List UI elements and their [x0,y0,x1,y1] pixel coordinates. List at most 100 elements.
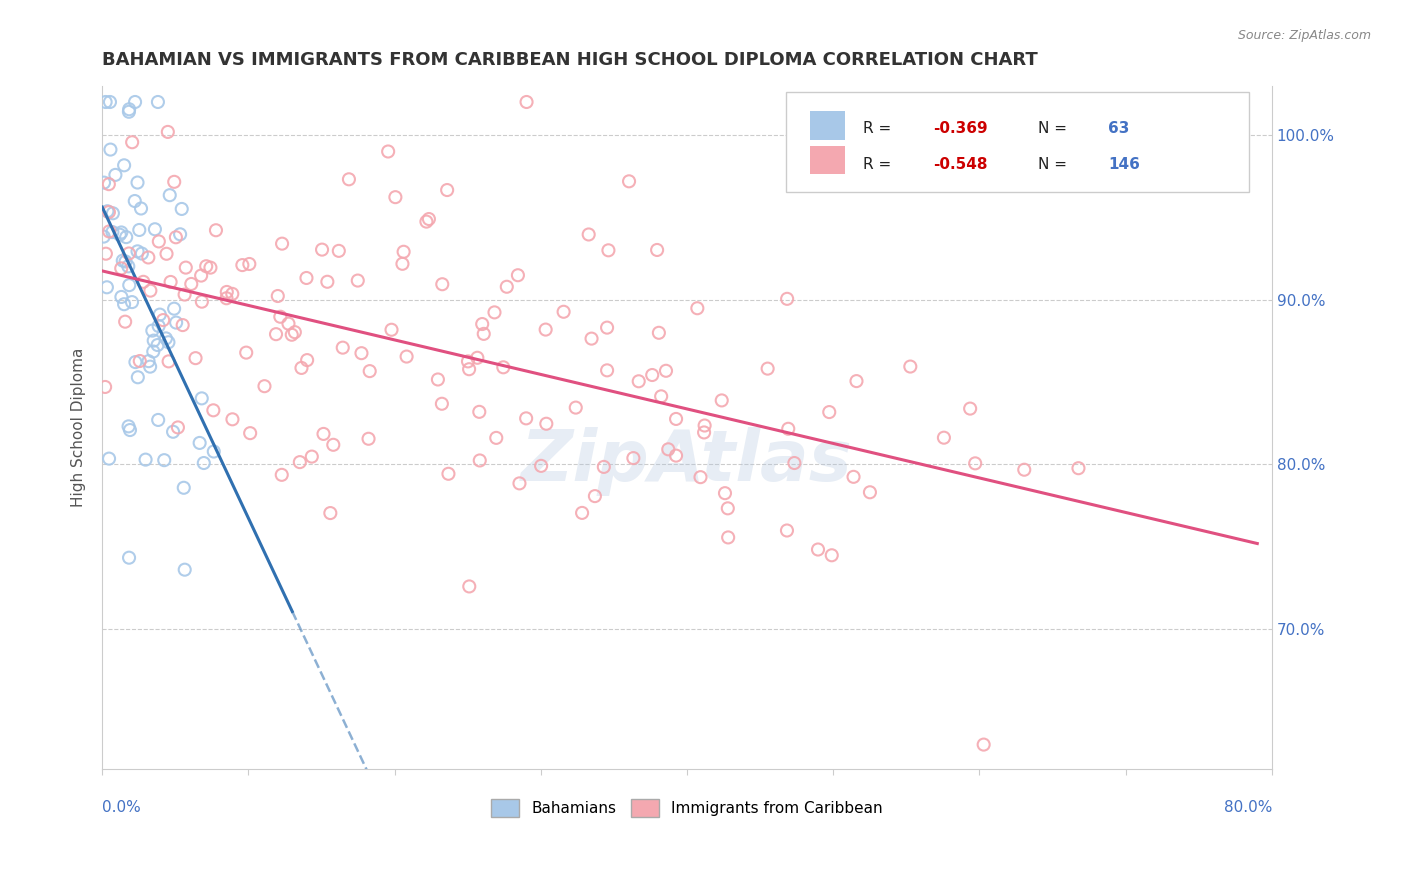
Point [180,277,202,291]
Point [94,246,117,260]
Point [714,486,737,500]
Point [138,354,160,368]
Point [392,244,415,259]
Point [665,412,688,426]
Point [328,244,350,258]
Point [174,260,197,275]
Text: 0.0%: 0.0% [103,800,141,815]
Point [153,453,176,467]
Point [553,305,575,319]
Point [821,549,844,563]
Point [778,422,800,436]
Point [117,419,139,434]
Point [100,143,122,157]
Point [193,456,215,470]
Point [155,331,177,345]
Point [167,420,190,434]
Point [756,361,779,376]
Point [617,174,640,188]
Point [468,405,491,419]
Point [415,214,437,228]
Point [693,425,716,440]
Point [290,360,312,375]
Text: Source: ZipAtlas.com: Source: ZipAtlas.com [1237,29,1371,42]
Point [717,530,740,544]
Point [97,205,120,219]
Point [776,524,799,538]
Point [842,470,865,484]
Point [495,279,517,293]
Point [484,305,506,319]
Point [973,738,995,752]
Point [132,275,155,289]
Point [190,392,212,406]
Point [173,481,195,495]
Point [627,374,650,388]
Text: 80.0%: 80.0% [1223,800,1272,815]
Point [114,254,136,268]
Point [124,194,146,208]
Point [295,353,318,368]
Point [118,102,141,116]
Point [115,230,138,244]
Point [159,275,181,289]
Point [621,451,644,466]
Point [157,335,180,350]
Point [650,389,672,403]
Point [645,243,668,257]
Point [807,542,830,557]
Point [235,345,257,359]
Point [581,332,603,346]
Point [155,247,177,261]
Point [162,425,184,439]
Point [436,183,458,197]
Point [472,326,495,341]
Point [127,244,149,259]
Point [98,451,121,466]
Point [128,354,150,368]
Point [170,202,193,216]
Point [94,380,117,394]
Point [96,280,118,294]
Point [215,291,238,305]
Text: N =: N = [1038,121,1071,136]
Point [467,351,489,365]
Point [163,175,186,189]
Point [384,190,406,204]
Point [124,355,146,369]
Point [534,322,557,336]
Point [471,317,494,331]
Point [152,313,174,327]
Point [165,230,187,244]
Point [118,278,141,293]
Point [110,226,132,240]
Point [596,363,619,377]
Point [845,374,868,388]
Point [596,320,619,334]
Point [322,438,344,452]
Point [270,467,292,482]
Point [776,292,799,306]
Point [458,579,481,593]
Point [508,476,530,491]
Point [173,287,195,301]
Point [111,253,134,268]
Point [583,489,606,503]
Point [142,334,165,348]
Point [138,251,160,265]
Point [202,403,225,417]
Point [110,261,132,276]
Text: R =: R = [862,121,896,136]
Point [139,284,162,298]
Point [101,225,124,239]
Point [515,411,537,425]
Point [357,432,380,446]
Point [312,426,335,441]
Text: -0.369: -0.369 [932,121,987,136]
Point [148,318,170,333]
Point [131,246,153,260]
Point [686,301,709,316]
Point [172,318,194,332]
Point [592,459,614,474]
Point [391,257,413,271]
